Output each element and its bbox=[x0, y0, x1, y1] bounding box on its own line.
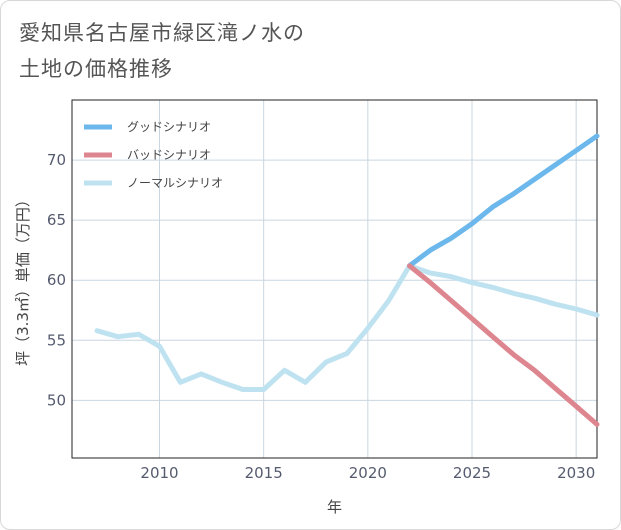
x-tick-2015: 2015 bbox=[245, 464, 283, 482]
y-axis-label: 坪（3.3㎡）単価（万円） bbox=[14, 192, 32, 366]
series-lines bbox=[94, 133, 600, 427]
series-line-0 bbox=[407, 133, 600, 269]
y-tick-70: 70 bbox=[47, 151, 66, 169]
y-tick-55: 55 bbox=[47, 331, 66, 349]
x-tick-2020: 2020 bbox=[349, 464, 387, 482]
x-axis-label: 年 bbox=[327, 498, 342, 516]
legend-label-2: ノーマルシナリオ bbox=[127, 176, 223, 190]
y-tick-65: 65 bbox=[47, 211, 66, 229]
axis-ticks: 2010 2015 2020 2025 2030 50 55 60 65 70 bbox=[47, 151, 595, 482]
chart-title: 愛知県名古屋市緑区滝ノ水の 土地の価格推移 bbox=[19, 15, 305, 87]
title-line-2: 土地の価格推移 bbox=[19, 57, 173, 81]
y-tick-60: 60 bbox=[47, 271, 66, 289]
series-line-1 bbox=[407, 263, 600, 427]
grid-lines bbox=[72, 100, 597, 458]
plot-area-border bbox=[71, 99, 598, 459]
legend-label-0: グッドシナリオ bbox=[127, 120, 211, 134]
x-tick-2025: 2025 bbox=[453, 464, 491, 482]
legend-label-1: バッドシナリオ bbox=[127, 148, 211, 162]
x-tick-2030: 2030 bbox=[557, 464, 595, 482]
x-tick-2010: 2010 bbox=[140, 464, 178, 482]
y-tick-50: 50 bbox=[47, 391, 66, 409]
series-line-2 bbox=[94, 263, 600, 392]
title-line-1: 愛知県名古屋市緑区滝ノ水の bbox=[19, 21, 305, 45]
